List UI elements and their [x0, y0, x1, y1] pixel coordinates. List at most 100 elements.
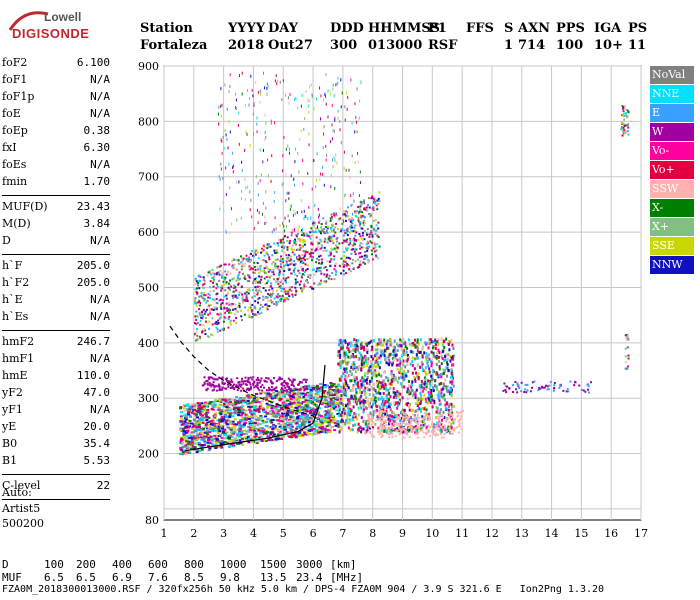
param-label: hmF2 — [2, 335, 35, 348]
echo-point — [388, 343, 391, 347]
echo-point — [221, 432, 225, 435]
echo-point — [311, 385, 315, 388]
echo-point — [248, 314, 251, 317]
echo-point — [414, 425, 417, 429]
echo-point — [357, 238, 360, 241]
echo-point — [450, 402, 453, 406]
echo-point — [226, 409, 230, 412]
param-row: B0 35.4 — [2, 437, 110, 454]
echo-point — [319, 247, 322, 250]
echo-point — [205, 415, 209, 418]
echo-point — [343, 370, 346, 374]
echo-point — [346, 230, 349, 233]
echo-point — [356, 430, 359, 434]
echo-point — [236, 433, 240, 436]
echo-point — [204, 332, 207, 335]
echo-point — [311, 234, 314, 237]
echo-point — [396, 358, 399, 362]
echo-point — [302, 232, 305, 235]
echo-point — [277, 79, 279, 83]
echo-point — [244, 432, 248, 435]
echo-point — [228, 398, 232, 401]
echo-point — [202, 407, 206, 410]
echo-point — [191, 405, 195, 408]
echo-point — [258, 211, 260, 215]
echo-point — [260, 290, 263, 293]
echo-point — [436, 421, 439, 425]
echo-point — [248, 267, 251, 270]
echo-point — [309, 397, 313, 400]
echo-point — [349, 257, 352, 260]
echo-point — [249, 190, 251, 194]
echo-point — [304, 386, 308, 389]
echo-point — [401, 396, 404, 400]
echo-point — [304, 395, 308, 398]
echo-point — [326, 397, 330, 400]
echo-point — [289, 263, 292, 266]
echo-point — [305, 386, 308, 389]
echo-point — [270, 275, 273, 278]
echo-point — [298, 272, 301, 275]
echo-point — [338, 430, 341, 434]
echo-point — [320, 266, 323, 269]
echo-point — [229, 130, 231, 134]
echo-point — [448, 389, 451, 393]
echo-point — [367, 260, 370, 263]
echo-point — [362, 224, 365, 227]
echo-point — [215, 423, 219, 426]
echo-point — [438, 382, 441, 386]
echo-point — [259, 414, 263, 417]
echo-point — [236, 400, 240, 403]
echo-point — [224, 410, 228, 413]
echo-point — [430, 374, 433, 378]
echo-point — [373, 241, 376, 244]
echo-point — [267, 299, 270, 302]
param-row: yF2 47.0 — [2, 386, 110, 403]
echo-point — [207, 449, 211, 452]
echo-point — [396, 406, 399, 410]
echo-point — [219, 413, 223, 416]
echo-point — [330, 237, 333, 240]
echo-point — [293, 387, 297, 390]
echo-point — [412, 350, 415, 354]
echo-point — [421, 382, 424, 386]
echo-point — [312, 396, 316, 399]
echo-point — [369, 214, 372, 217]
echo-point — [385, 386, 388, 390]
echo-point — [287, 191, 289, 195]
echo-point — [377, 397, 380, 401]
echo-point — [396, 427, 399, 431]
echo-point — [228, 380, 231, 383]
echo-point — [426, 359, 429, 363]
echo-point — [213, 434, 217, 437]
echo-point — [312, 252, 315, 255]
echo-point — [441, 418, 444, 422]
echo-point — [266, 82, 268, 86]
echo-point — [299, 393, 303, 396]
echo-point — [309, 253, 312, 256]
echo-point — [392, 387, 395, 391]
echo-point — [327, 408, 331, 411]
echo-point — [210, 333, 213, 336]
echo-point — [198, 426, 202, 429]
echo-point — [344, 388, 347, 392]
echo-point — [264, 86, 266, 90]
echo-point — [340, 426, 343, 430]
echo-point — [265, 420, 269, 423]
echo-point — [351, 244, 354, 247]
echo-point — [414, 377, 417, 381]
echo-point — [341, 218, 344, 221]
echo-point — [402, 385, 405, 389]
echo-point — [336, 403, 340, 406]
echo-point — [344, 214, 347, 217]
echo-point — [195, 416, 199, 419]
echo-point — [241, 293, 244, 296]
echo-point — [358, 244, 361, 247]
echo-point — [218, 122, 220, 126]
echo-point — [440, 362, 443, 366]
echo-point — [348, 418, 351, 422]
echo-point — [312, 423, 316, 426]
echo-point — [401, 430, 404, 434]
echo-point — [301, 289, 304, 292]
echo-point — [286, 239, 289, 242]
